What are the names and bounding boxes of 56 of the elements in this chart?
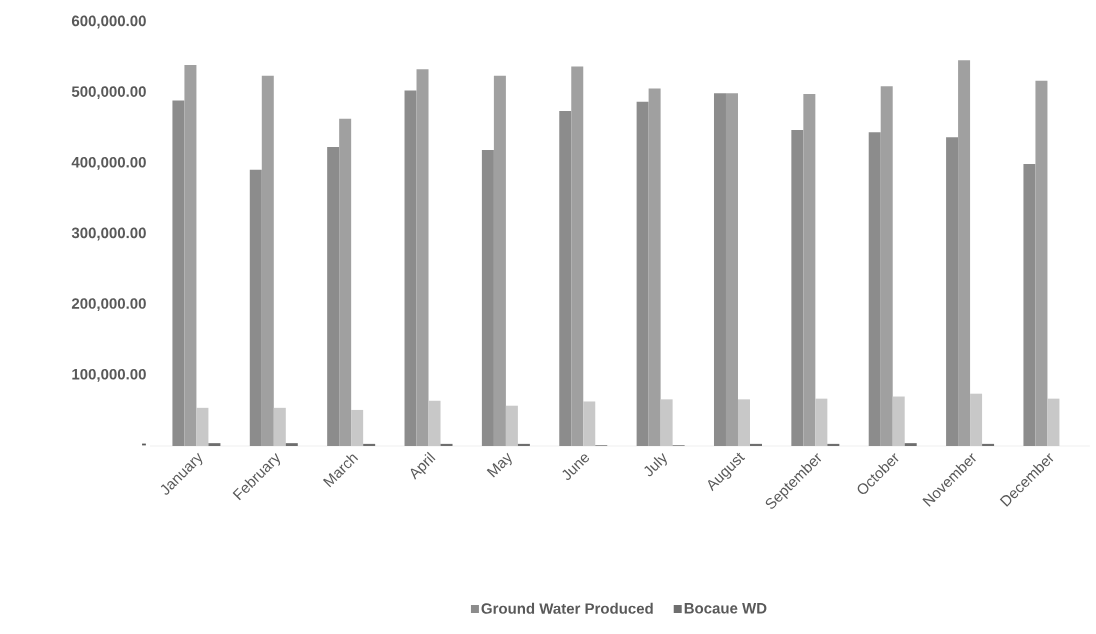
bar [196,407,209,446]
bar [648,88,661,446]
bar [958,60,971,446]
bar [803,94,816,446]
bar [904,443,917,446]
bar [493,75,506,446]
bar [363,443,376,446]
x-tick-label: May [486,452,512,478]
bar [285,443,298,446]
bar [404,90,417,446]
y-tick-label: 300,000.00 [71,227,146,241]
bar [261,75,274,446]
bar [970,393,983,446]
bar [440,443,453,446]
bar [725,93,738,446]
y-tick-label: - [142,443,146,446]
bar [517,443,530,446]
bar [749,443,762,446]
bar [327,147,340,446]
bar [351,409,364,446]
bar [737,399,750,446]
bar [791,130,804,446]
bar [559,111,572,446]
bar [946,137,959,446]
y-tick-label: 400,000.00 [71,156,146,170]
bar [428,400,441,446]
bar [172,100,185,446]
bar [505,405,518,446]
bar [868,132,881,446]
bar [1023,164,1036,446]
bar [481,149,494,446]
bar [1035,80,1048,446]
y-tick-label: 600,000.00 [71,15,146,29]
y-tick-label: 500,000.00 [71,86,146,100]
y-tick-label: 100,000.00 [72,368,146,382]
y-tick-label: 200,000.00 [71,298,146,312]
bar [713,93,726,446]
bar [827,443,840,446]
bar [273,407,286,446]
legend-label: Bocaue WD [684,603,767,614]
bar [339,118,352,446]
x-tick-label: July [644,453,667,477]
bar [571,66,584,446]
bar [184,65,197,446]
bar [583,401,596,446]
bar [880,86,893,446]
bar [249,169,262,446]
bar [636,101,649,446]
bar [660,399,673,446]
bar [416,69,429,446]
bar [208,443,221,446]
bar [1047,398,1060,446]
bar [815,398,828,446]
bar [892,396,905,446]
legend-label: Ground Water Produced [481,602,653,614]
bar [982,443,995,446]
